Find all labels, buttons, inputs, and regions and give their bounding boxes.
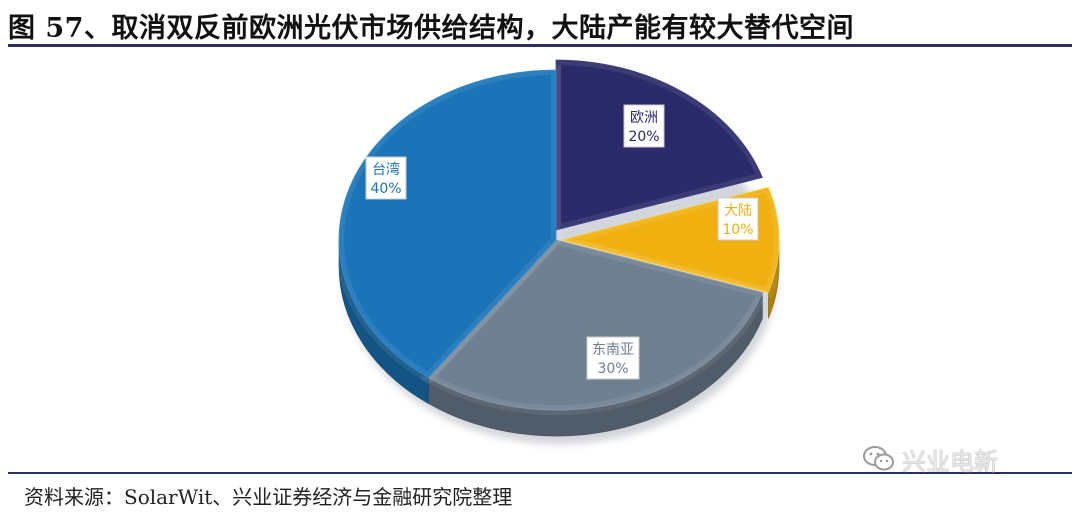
- data-label-box: [365, 156, 407, 200]
- data-label-category: 台湾: [372, 161, 400, 178]
- watermark: 兴业电新: [862, 442, 998, 476]
- data-label-value: 30%: [597, 361, 628, 377]
- data-label-大陆: 大陆 10%: [717, 197, 759, 241]
- pie-slice-highlight-大陆: [560, 181, 784, 299]
- data-label-value: 20%: [628, 129, 659, 145]
- data-label-category: 欧洲: [630, 110, 658, 126]
- data-label-box: [623, 104, 665, 148]
- data-label-台湾: 台湾 40%: [365, 156, 407, 200]
- footer-rule: [8, 472, 1072, 474]
- pie-slice-highlight-欧洲: [551, 54, 770, 237]
- pie-slice-台湾: [338, 69, 557, 379]
- source-note: 资料来源：SolarWit、兴业证券经济与金融研究院整理: [24, 485, 513, 509]
- data-label-box: [586, 336, 640, 380]
- pie-slice-东南亚: [427, 239, 763, 411]
- figure-title: 图 57、取消双反前欧洲光伏市场供给结构，大陆产能有较大替代空间: [8, 13, 854, 44]
- pie-slice-highlight-台湾: [334, 64, 561, 384]
- title-underline: [8, 44, 1072, 47]
- data-label-value: 10%: [722, 222, 753, 238]
- data-label-欧洲: 欧洲 20%: [623, 104, 665, 148]
- data-label-box: [717, 197, 759, 241]
- data-label-category: 大陆: [724, 203, 752, 219]
- wechat-icon: [863, 446, 894, 471]
- data-label-东南亚: 东南亚 30%: [586, 336, 640, 380]
- data-label-value: 40%: [370, 181, 401, 197]
- pie-slice-highlight-东南亚: [420, 234, 770, 415]
- watermark-text: 兴业电新: [902, 447, 998, 476]
- data-label-category: 东南亚: [592, 342, 634, 358]
